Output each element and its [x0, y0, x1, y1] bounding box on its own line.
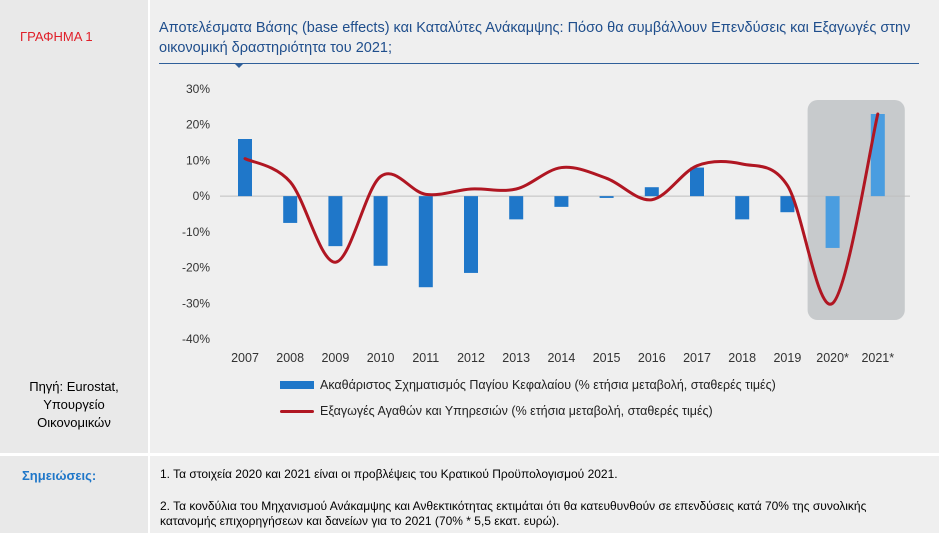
y-tick-label: -20% [182, 261, 210, 275]
chart-title: Αποτελέσματα Βάσης (base effects) και Κα… [159, 20, 911, 56]
y-tick-label: 30% [186, 82, 210, 96]
bar [825, 196, 840, 248]
notes-label: Σημειώσεις: [22, 468, 97, 483]
legend-line-swatch [280, 409, 314, 413]
bar [599, 196, 614, 198]
legend-label-line: Εξαγωγές Αγαθών και Υπηρεσιών (% ετήσια … [320, 404, 713, 418]
bar [780, 196, 795, 213]
bar [554, 196, 569, 207]
chart-panel [150, 0, 939, 453]
bar [509, 196, 524, 220]
bar [373, 196, 388, 266]
bar [283, 196, 298, 223]
legend-item-line: Εξαγωγές Αγαθών και Υπηρεσιών (% ετήσια … [280, 404, 713, 418]
left-panel [0, 0, 148, 453]
y-tick-label: 0% [193, 189, 211, 203]
y-tick-label: 20% [186, 118, 210, 132]
bar [690, 167, 704, 197]
x-tick-label: 2015 [593, 351, 621, 365]
note-2: 2. Τα κονδύλια του Μηχανισμού Ανάκαμψης … [160, 499, 867, 528]
bar [328, 196, 343, 247]
source-text: Πηγή: Eurostat, Υπουργείο Οικονομικών [29, 379, 119, 430]
y-tick-label: 10% [186, 153, 210, 167]
x-tick-label: 2012 [457, 351, 485, 365]
legend-bar-swatch [280, 381, 314, 389]
x-tick-label: 2008 [276, 351, 304, 365]
bar [735, 196, 750, 220]
legend-label-bars: Ακαθάριστος Σχηματισμός Παγίου Κεφαλαίου… [320, 378, 776, 392]
y-tick-label: -10% [182, 225, 210, 239]
x-tick-label: 2007 [231, 351, 259, 365]
x-tick-label: 2010 [367, 351, 395, 365]
bar [238, 139, 252, 197]
x-tick-label: 2013 [502, 351, 530, 365]
x-tick-label: 2009 [321, 351, 349, 365]
chart-label: ΓΡΑΦΗΜΑ 1 [20, 29, 93, 44]
x-tick-label: 2020* [816, 351, 849, 365]
forecast-highlight [807, 100, 905, 320]
notes-label-box [0, 456, 148, 533]
title-rule [159, 63, 919, 64]
x-tick-label: 2018 [728, 351, 756, 365]
x-tick-label: 2014 [547, 351, 575, 365]
x-tick-label: 2019 [773, 351, 801, 365]
legend-item-bars: Ακαθάριστος Σχηματισμός Παγίου Κεφαλαίου… [280, 378, 776, 392]
chart-svg: 30% 20% 10% 0% -10% -20% -30% -40% 2007 2008 2009 2… [182, 82, 910, 365]
note-1: 1. Τα στοιχεία 2020 και 2021 είναι οι πρ… [160, 467, 618, 481]
bar [464, 196, 478, 273]
title-caret-icon [234, 63, 244, 68]
bar [418, 196, 433, 288]
x-tick-label: 2011 [412, 351, 439, 365]
bar [644, 187, 659, 197]
y-tick-label: -30% [182, 296, 210, 310]
exports-line [243, 112, 880, 306]
x-tick-label: 2017 [683, 351, 711, 365]
y-tick-label: -40% [182, 332, 210, 346]
x-tick-label: 2016 [638, 351, 666, 365]
bar [870, 114, 885, 197]
notes-box [150, 456, 939, 533]
x-tick-label: 2021* [861, 351, 894, 365]
